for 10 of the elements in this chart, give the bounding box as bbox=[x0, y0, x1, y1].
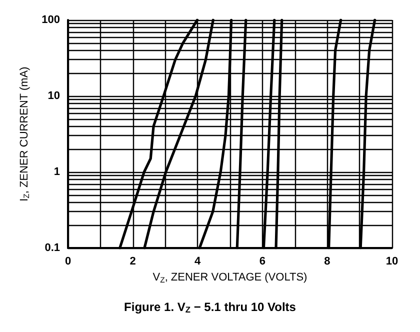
y-tick-label: 10 bbox=[48, 90, 60, 102]
x-tick-label: 0 bbox=[64, 256, 72, 268]
y-tick-label: 1 bbox=[54, 166, 60, 178]
x-tick-label: 10 bbox=[386, 256, 398, 268]
x-tick-label: 8 bbox=[324, 256, 330, 268]
x-tick-label: 2 bbox=[130, 256, 136, 268]
y-tick-label: 100 bbox=[42, 14, 60, 26]
y-tick-label: 0.1 bbox=[44, 242, 60, 254]
x-tick-label: 6 bbox=[259, 256, 266, 268]
x-tick-label: 4 bbox=[194, 256, 202, 268]
